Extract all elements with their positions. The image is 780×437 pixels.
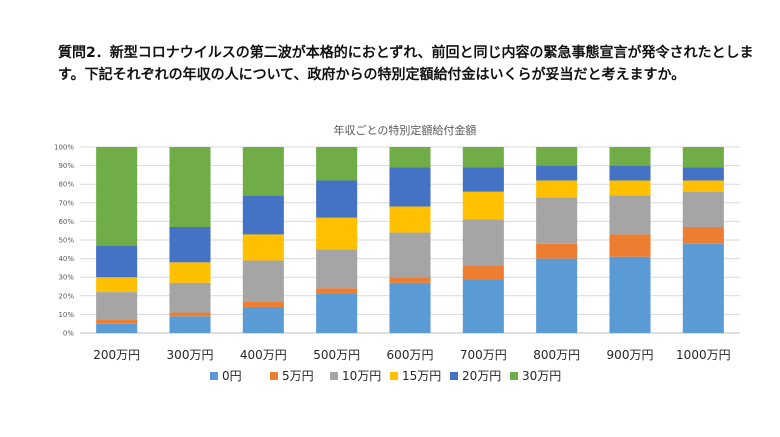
y-tick-label: 10%	[58, 311, 74, 319]
y-tick-label: 50%	[58, 237, 74, 245]
bar-segment	[242, 306, 284, 333]
x-tick-label: 300万円	[167, 348, 214, 362]
bar-segment	[96, 277, 138, 293]
bar-segment	[609, 147, 651, 166]
bar-segment	[96, 323, 138, 333]
y-axis-labels: 0% 10% 20% 30% 40% 50% 60% 70% 80% 90% 100%	[54, 144, 74, 338]
bar-segment	[389, 277, 431, 283]
bar-segment	[682, 167, 724, 181]
bar-segment	[96, 147, 138, 246]
legend-swatch	[390, 372, 398, 380]
bar-segment	[536, 258, 578, 333]
bar-segment	[609, 165, 651, 181]
bar-segment	[609, 256, 651, 333]
bar-segment	[96, 319, 138, 324]
bar-segment	[242, 234, 284, 261]
legend-swatch	[450, 372, 458, 380]
bar-segment	[536, 165, 578, 181]
bar-segment	[536, 147, 578, 166]
x-tick-label: 700万円	[460, 348, 507, 362]
bar-segment	[169, 312, 211, 317]
bar-segment	[96, 245, 138, 278]
bar-segment	[462, 191, 504, 220]
bar-segment	[169, 262, 211, 283]
chart-title: 年収ごとの特別定額給付金額	[334, 123, 477, 137]
bar-segment	[609, 180, 651, 196]
bar-segment	[609, 195, 651, 235]
y-tick-label: 100%	[54, 144, 74, 152]
bar-segment	[682, 147, 724, 168]
x-tick-label: 200万円	[93, 348, 140, 362]
legend-label: 10万円	[342, 369, 381, 383]
bar-segment	[536, 243, 578, 259]
bars	[96, 147, 724, 333]
legend-swatch	[510, 372, 518, 380]
bar-segment	[389, 282, 431, 333]
x-axis-labels: 200万円 300万円 400万円 500万円 600万円 700万円 800万円 900万円…	[93, 348, 730, 362]
y-tick-label: 30%	[58, 274, 74, 282]
y-tick-label: 90%	[58, 162, 74, 170]
bar-segment	[536, 197, 578, 244]
bar-segment	[169, 316, 211, 333]
bar-segment	[682, 191, 724, 227]
question-text: 質問2．新型コロナウイルスの第二波が本格的におとずれ、前回と同じ内容の緊急事態宣…	[58, 45, 754, 83]
legend: 0円 5万円 10万円 15万円 20万円 30万円	[210, 369, 561, 383]
bar-segment	[316, 288, 358, 294]
bar-segment	[316, 147, 358, 181]
y-tick-label: 80%	[58, 181, 74, 189]
bar-segment	[169, 147, 211, 227]
x-tick-label: 600万円	[387, 348, 434, 362]
bar-segment	[316, 217, 358, 250]
bar-segment	[389, 167, 431, 207]
bar-segment	[536, 180, 578, 198]
bar-segment	[242, 147, 284, 196]
bar-segment	[389, 147, 431, 168]
legend-label: 0円	[222, 369, 242, 383]
x-tick-label: 800万円	[533, 348, 580, 362]
bar-segment	[682, 180, 724, 192]
bar-segment	[462, 266, 504, 280]
bar-segment	[316, 293, 358, 333]
bar-segment	[316, 249, 358, 289]
legend-swatch	[210, 372, 218, 380]
y-tick-label: 20%	[58, 292, 74, 300]
x-tick-label: 900万円	[607, 348, 654, 362]
y-tick-label: 0%	[63, 330, 74, 338]
bar-segment	[242, 301, 284, 307]
bar-segment	[682, 226, 724, 244]
bar-segment	[242, 195, 284, 235]
legend-label: 15万円	[402, 369, 441, 383]
legend-label: 20万円	[462, 369, 501, 383]
bar-segment	[682, 243, 724, 333]
bar-segment	[389, 232, 431, 278]
legend-swatch	[270, 372, 278, 380]
bar-segment	[169, 282, 211, 313]
bar-segment	[169, 226, 211, 263]
y-tick-label: 70%	[58, 199, 74, 207]
bar-segment	[242, 260, 284, 302]
legend-label: 30万円	[522, 369, 561, 383]
bar-segment	[462, 219, 504, 267]
legend-label: 5万円	[282, 369, 314, 383]
legend-swatch	[330, 372, 338, 380]
x-tick-label: 1000万円	[676, 348, 731, 362]
bar-segment	[462, 147, 504, 168]
y-tick-label: 40%	[58, 255, 74, 263]
bar-segment	[96, 292, 138, 320]
x-tick-label: 500万円	[313, 348, 360, 362]
y-tick-label: 60%	[58, 218, 74, 226]
bar-segment	[389, 206, 431, 233]
bar-segment	[316, 180, 358, 218]
bar-segment	[462, 167, 504, 192]
bar-segment	[609, 234, 651, 257]
bar-segment	[462, 279, 504, 333]
x-tick-label: 400万円	[240, 348, 287, 362]
